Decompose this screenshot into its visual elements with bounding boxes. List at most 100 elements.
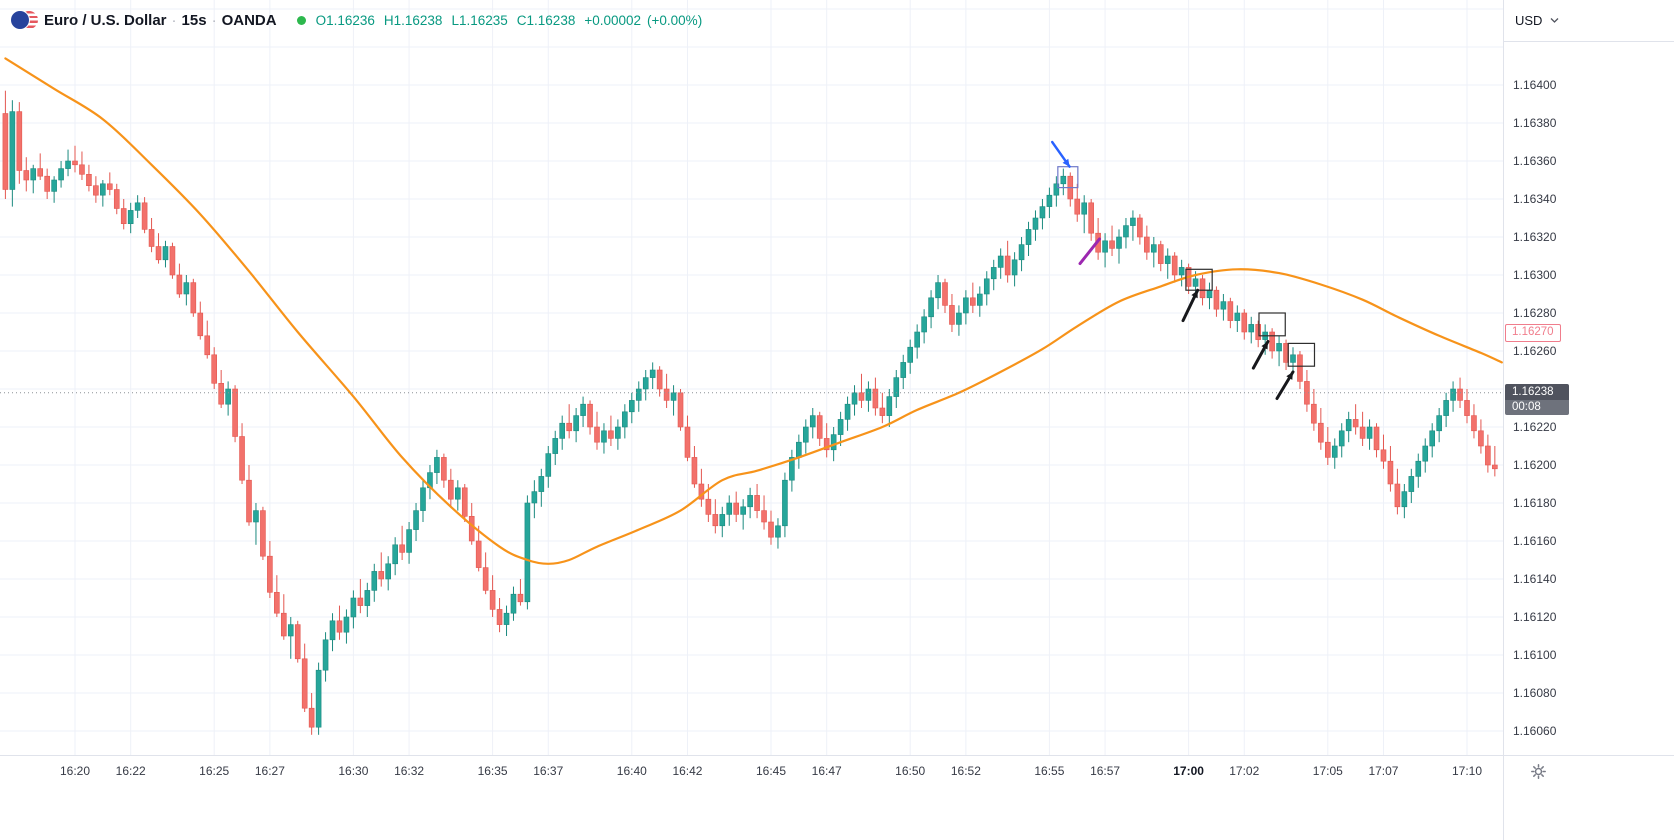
last-price-label: 1.16238 00:08 [1505, 383, 1569, 415]
candle [1011, 259, 1018, 276]
candle [1206, 289, 1213, 299]
candle [851, 392, 858, 405]
currency-selector[interactable]: USD [1504, 0, 1674, 42]
price-axis-label: 1.16180 [1513, 496, 1557, 510]
candle [733, 502, 740, 515]
candle [322, 639, 329, 671]
time-axis-label: 16:25 [199, 764, 230, 778]
ohlc-readout: O1.16236 H1.16238 L1.16235 C1.16238 +0.0… [316, 13, 709, 28]
candle [580, 403, 586, 416]
chart-surface[interactable]: Euro / U.S. Dollar · 15s · OANDA O1.16236 H1… [0, 0, 1503, 755]
candle [1102, 240, 1108, 253]
candle [594, 426, 600, 443]
candle [392, 544, 398, 565]
symbol-exchange: OANDA [221, 11, 277, 29]
candle [399, 544, 405, 553]
candle [176, 274, 183, 295]
time-axis-label: 17:00 [1173, 764, 1204, 778]
candle [169, 246, 176, 276]
candle [872, 388, 879, 409]
candle [1352, 419, 1359, 428]
candle [1380, 449, 1387, 462]
marked-candle-box [1258, 312, 1286, 337]
candle [865, 388, 872, 401]
candle [1436, 415, 1442, 432]
arrow-head [1286, 371, 1293, 380]
candle [837, 419, 844, 435]
candle [1227, 301, 1234, 321]
time-axis-label: 16:40 [616, 764, 647, 778]
candle [754, 495, 760, 511]
time-axis-label: 16:27 [254, 764, 285, 778]
time-axis-label: 16:32 [394, 764, 425, 778]
candle [997, 255, 1004, 268]
candle [79, 164, 85, 175]
candle [2, 113, 9, 190]
candle [65, 160, 71, 169]
candle [496, 609, 503, 625]
title-separator: · [171, 11, 177, 29]
market-status-dot[interactable] [296, 15, 306, 25]
candle [1325, 441, 1331, 458]
price-axis-label: 1.16400 [1513, 78, 1557, 92]
candle [698, 483, 705, 500]
candle [413, 510, 419, 530]
candle [802, 426, 809, 443]
candle [886, 396, 893, 416]
candle [343, 616, 350, 633]
candle [482, 567, 489, 591]
time-axis-label: 17:05 [1312, 764, 1343, 778]
candle [1109, 240, 1115, 249]
candle [538, 476, 545, 492]
candle [434, 457, 440, 473]
candle [489, 590, 496, 610]
candle [1199, 278, 1206, 299]
candle [949, 305, 955, 325]
candle [545, 453, 552, 477]
close-value: 1.16238 [526, 12, 576, 28]
candle [1318, 422, 1324, 443]
ma-line [4, 57, 1503, 565]
alert-price-label[interactable]: 1.16270 [1505, 324, 1561, 342]
candle [1464, 400, 1470, 416]
time-axis-label: 16:42 [672, 764, 703, 778]
candle [747, 495, 753, 508]
axis-horizontal-divider [0, 755, 1674, 756]
gear-icon[interactable] [1530, 763, 1547, 785]
candle [684, 426, 691, 458]
candle [726, 502, 733, 515]
candle [113, 189, 120, 209]
annotation-arrow [1078, 237, 1102, 266]
candle [1060, 175, 1067, 185]
price-axis-label: 1.16140 [1513, 572, 1557, 586]
candle [691, 457, 698, 485]
candle [900, 362, 907, 378]
candle [1192, 278, 1199, 287]
candle [274, 591, 280, 614]
candle [58, 168, 64, 181]
candle [1213, 289, 1220, 310]
candle [1137, 217, 1143, 238]
open-value: 1.16236 [326, 12, 375, 28]
price-axis-label: 1.16120 [1513, 610, 1557, 624]
price-axis-label: 1.16320 [1513, 230, 1557, 244]
candle [1478, 430, 1484, 447]
candle [183, 282, 190, 295]
arrow-head [1191, 290, 1198, 299]
candle [573, 415, 579, 432]
high-label: H [383, 12, 394, 28]
symbol-title[interactable]: Euro / U.S. Dollar · 15s · OANDA [44, 12, 277, 29]
candle [475, 540, 482, 568]
candle [566, 422, 572, 432]
candle [768, 521, 774, 538]
candles-series [2, 90, 1498, 735]
bar-countdown: 00:08 [1505, 399, 1569, 415]
candle [963, 297, 969, 314]
time-axis[interactable]: 16:20 16:22 16:25 16:27 16:30 16:32 16:35 16:37… [0, 756, 1503, 840]
candle [503, 612, 510, 625]
price-axis[interactable]: USD 1.16400 1.16380 1.16360 1.16340 1.16320 1… [1504, 0, 1674, 755]
candle [970, 297, 976, 306]
candle [893, 377, 900, 397]
price-axis-label: 1.16300 [1513, 268, 1557, 282]
candle [100, 183, 106, 196]
